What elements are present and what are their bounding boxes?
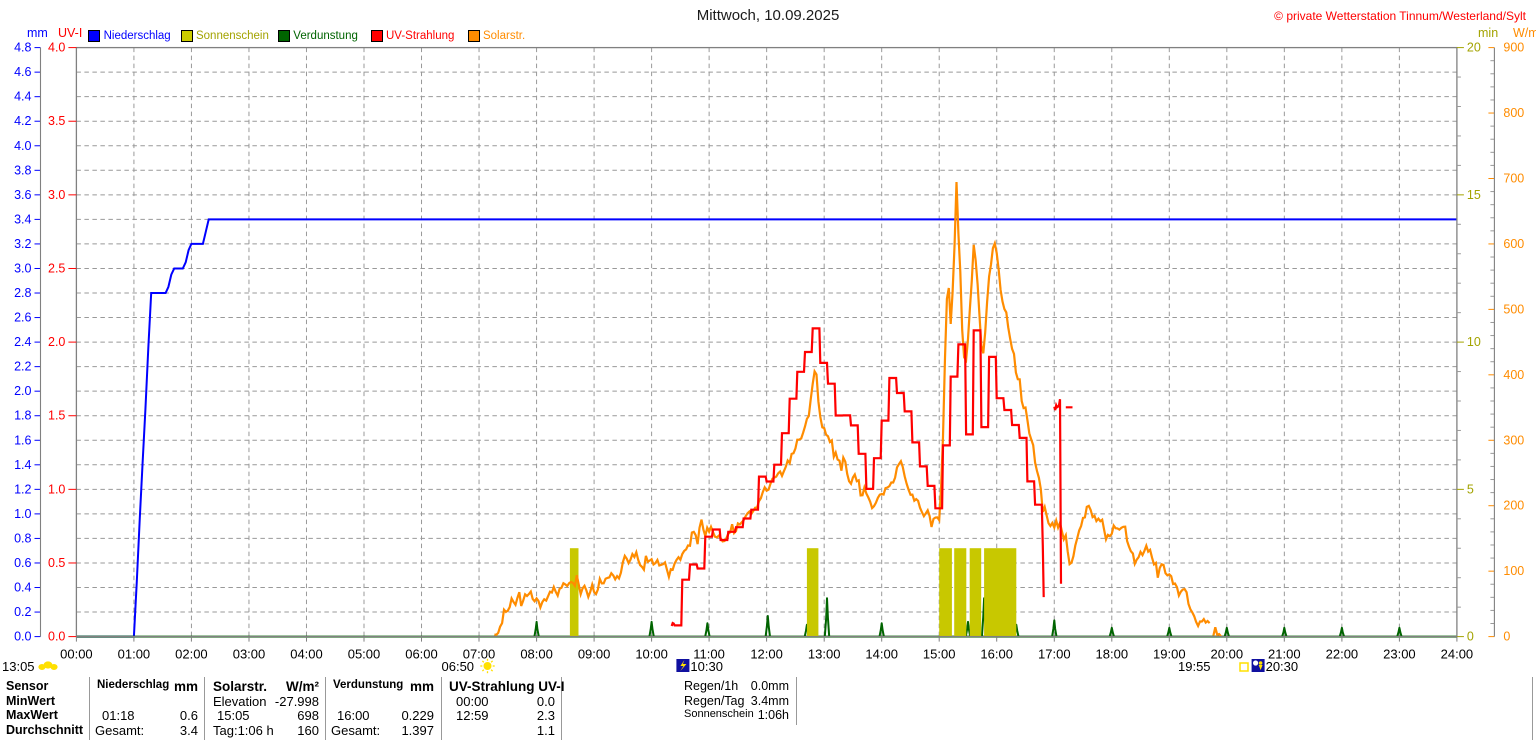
svg-text:1.6: 1.6: [14, 433, 31, 447]
svg-text:23:00: 23:00: [1383, 647, 1416, 662]
svg-text:24:00: 24:00: [1441, 647, 1474, 662]
svg-text:2.0: 2.0: [14, 384, 31, 398]
svg-text:0.0: 0.0: [14, 630, 31, 644]
svg-text:2.4: 2.4: [14, 335, 31, 349]
svg-text:600: 600: [1503, 237, 1524, 251]
svg-text:3.0: 3.0: [14, 261, 31, 275]
svg-text:1.2: 1.2: [14, 482, 31, 496]
svg-text:03:00: 03:00: [233, 647, 266, 662]
svg-text:18:00: 18:00: [1096, 647, 1129, 662]
svg-text:2.6: 2.6: [14, 311, 31, 325]
svg-text:3.0: 3.0: [48, 188, 65, 202]
svg-text:22:00: 22:00: [1326, 647, 1359, 662]
svg-text:0: 0: [1503, 630, 1510, 644]
svg-text:4.6: 4.6: [14, 65, 31, 79]
svg-text:500: 500: [1503, 302, 1524, 316]
svg-text:3.6: 3.6: [14, 188, 31, 202]
svg-text:3.8: 3.8: [14, 163, 31, 177]
svg-text:0: 0: [1467, 630, 1474, 644]
svg-text:3.2: 3.2: [14, 237, 31, 251]
svg-text:10:00: 10:00: [635, 647, 668, 662]
svg-text:1.0: 1.0: [48, 482, 65, 496]
svg-text:00:00: 00:00: [60, 647, 93, 662]
svg-text:400: 400: [1503, 368, 1524, 382]
svg-text:1.8: 1.8: [14, 409, 31, 423]
svg-text:14:00: 14:00: [865, 647, 898, 662]
svg-text:5: 5: [1467, 482, 1474, 496]
svg-text:01:00: 01:00: [118, 647, 151, 662]
svg-text:06:00: 06:00: [405, 647, 438, 662]
svg-text:02:00: 02:00: [175, 647, 208, 662]
svg-text:0.2: 0.2: [14, 605, 31, 619]
svg-text:08:00: 08:00: [520, 647, 553, 662]
svg-text:2.2: 2.2: [14, 360, 31, 374]
svg-text:0.0: 0.0: [48, 630, 65, 644]
svg-text:15: 15: [1467, 188, 1481, 202]
svg-text:3.5: 3.5: [48, 114, 65, 128]
svg-text:2.5: 2.5: [48, 261, 65, 275]
svg-text:05:00: 05:00: [348, 647, 381, 662]
svg-text:1.0: 1.0: [14, 507, 31, 521]
svg-text:0.8: 0.8: [14, 531, 31, 545]
svg-text:09:00: 09:00: [578, 647, 611, 662]
svg-text:200: 200: [1503, 499, 1524, 513]
svg-text:17:00: 17:00: [1038, 647, 1071, 662]
svg-text:700: 700: [1503, 171, 1524, 185]
svg-text:800: 800: [1503, 106, 1524, 120]
svg-text:3.4: 3.4: [14, 212, 31, 226]
svg-text:300: 300: [1503, 433, 1524, 447]
svg-text:2.8: 2.8: [14, 286, 31, 300]
svg-text:1.5: 1.5: [48, 409, 65, 423]
svg-text:15:00: 15:00: [923, 647, 956, 662]
svg-text:4.8: 4.8: [14, 41, 31, 55]
svg-text:0.6: 0.6: [14, 556, 31, 570]
svg-text:4.0: 4.0: [48, 41, 65, 55]
svg-text:13:00: 13:00: [808, 647, 841, 662]
svg-text:900: 900: [1503, 41, 1524, 55]
svg-text:100: 100: [1503, 564, 1524, 578]
svg-text:20: 20: [1467, 41, 1481, 55]
svg-text:4.4: 4.4: [14, 90, 31, 104]
svg-text:4.0: 4.0: [14, 139, 31, 153]
svg-text:2.0: 2.0: [48, 335, 65, 349]
svg-text:1.4: 1.4: [14, 458, 31, 472]
svg-text:04:00: 04:00: [290, 647, 323, 662]
svg-text:10: 10: [1467, 335, 1481, 349]
svg-text:12:00: 12:00: [750, 647, 783, 662]
svg-text:0.4: 0.4: [14, 581, 31, 595]
svg-text:0.5: 0.5: [48, 556, 65, 570]
svg-text:20:00: 20:00: [1211, 647, 1244, 662]
svg-text:16:00: 16:00: [980, 647, 1013, 662]
svg-text:4.2: 4.2: [14, 114, 31, 128]
